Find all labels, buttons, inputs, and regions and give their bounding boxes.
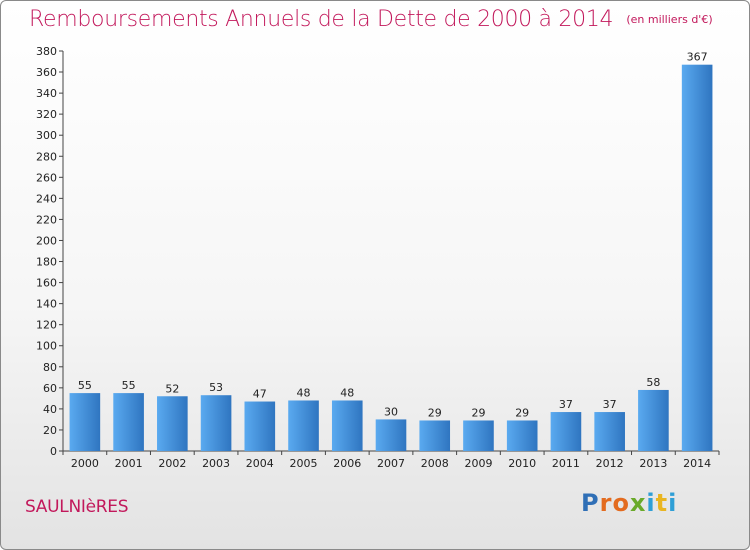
data-label-2006: 48	[340, 386, 354, 399]
bar-2007	[375, 419, 407, 451]
bar-2010	[506, 420, 538, 451]
data-label-2014: 367	[687, 51, 708, 64]
bar-2012	[594, 412, 625, 451]
x-tick-label: 2007	[377, 457, 405, 470]
data-label-2009: 29	[471, 406, 485, 419]
x-tick-label: 2010	[508, 457, 536, 470]
x-tick-label: 2002	[158, 457, 186, 470]
y-tick-label: 60	[43, 382, 57, 395]
data-label-2012: 37	[603, 398, 617, 411]
logo-letter: x	[629, 489, 647, 517]
y-tick-label: 80	[43, 361, 57, 374]
bar-2014	[681, 64, 713, 452]
x-tick-label: 2008	[421, 457, 449, 470]
bar-2005	[288, 400, 319, 451]
y-tick-label: 300	[36, 129, 57, 142]
bar-2002	[157, 396, 188, 451]
logo-letter: P	[581, 489, 600, 517]
x-tick-label: 2001	[115, 457, 143, 470]
y-tick-label: 340	[36, 87, 57, 100]
y-tick-label: 160	[36, 277, 57, 290]
y-tick-label: 240	[36, 192, 57, 205]
y-tick-label: 280	[36, 150, 57, 163]
data-label-2013: 58	[646, 376, 660, 389]
chart-unit-note: (en milliers d'€)	[626, 13, 713, 26]
x-tick-label: 2003	[202, 457, 230, 470]
data-label-2001: 55	[122, 379, 136, 392]
bar-2004	[244, 401, 276, 451]
bar-2009	[463, 420, 494, 451]
y-tick-label: 360	[36, 66, 57, 79]
data-label-2003: 53	[209, 381, 223, 394]
data-label-2008: 29	[428, 406, 442, 419]
bar-2006	[331, 400, 363, 451]
y-tick-label: 40	[43, 403, 57, 416]
y-tick-label: 140	[36, 298, 57, 311]
y-tick-label: 380	[36, 45, 57, 58]
bar-2011	[550, 412, 582, 451]
y-tick-label: 0	[50, 445, 57, 458]
bar-2000	[69, 393, 101, 451]
bar-2013	[638, 389, 669, 451]
x-tick-label: 2014	[683, 457, 711, 470]
title-row: Remboursements Annuels de la Dette de 20…	[29, 7, 713, 32]
data-label-2004: 47	[253, 388, 267, 401]
x-tick-label: 2012	[596, 457, 624, 470]
data-label-2000: 55	[78, 379, 92, 392]
place-name: SAULNIèRES	[25, 497, 129, 517]
bar-2008	[419, 420, 451, 451]
logo-letter: t	[655, 489, 669, 517]
logo-letter: i	[668, 489, 678, 517]
data-label-2005: 48	[297, 386, 311, 399]
data-label-2007: 30	[384, 405, 398, 418]
data-label-2010: 29	[515, 406, 529, 419]
logo-letter: r	[599, 489, 613, 517]
x-tick-label: 2013	[639, 457, 667, 470]
chart-title: Remboursements Annuels de la Dette de 20…	[29, 7, 614, 32]
bar-2003	[200, 395, 232, 451]
logo-letter: i	[646, 489, 656, 517]
x-tick-label: 2006	[333, 457, 361, 470]
y-tick-label: 120	[36, 319, 57, 332]
data-label-2002: 52	[165, 382, 179, 395]
x-tick-label: 2009	[464, 457, 492, 470]
y-tick-label: 260	[36, 171, 57, 184]
y-tick-label: 220	[36, 213, 57, 226]
x-tick-label: 2000	[71, 457, 99, 470]
bar-2001	[113, 393, 144, 451]
x-tick-label: 2011	[552, 457, 580, 470]
y-tick-label: 20	[43, 424, 57, 437]
y-tick-label: 200	[36, 234, 57, 247]
x-tick-label: 2005	[290, 457, 318, 470]
logo-letter: o	[612, 489, 630, 517]
data-label-2011: 37	[559, 398, 573, 411]
y-tick-label: 320	[36, 108, 57, 121]
y-tick-label: 180	[36, 256, 57, 269]
y-tick-label: 100	[36, 340, 57, 353]
proxiti-logo: Proxiti	[581, 489, 677, 517]
x-tick-label: 2004	[246, 457, 274, 470]
